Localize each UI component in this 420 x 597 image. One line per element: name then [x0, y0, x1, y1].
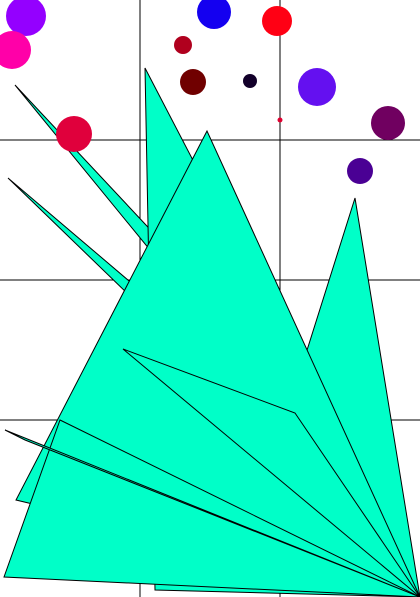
circle-violet-large — [6, 0, 46, 36]
circle-blue — [197, 0, 231, 29]
triangle-inner-fold — [122, 348, 420, 597]
triangle-sliver-lower — [4, 429, 420, 597]
circle-plum — [371, 106, 405, 140]
circle-dark-maroon — [180, 69, 206, 95]
circle-red-top — [262, 6, 292, 36]
circle-navy-dot — [243, 74, 257, 88]
circle-red-tiny — [277, 117, 283, 123]
circle-crimson-small — [174, 36, 192, 54]
triangles — [3, 67, 420, 597]
circle-crimson-left — [56, 116, 92, 152]
triangle-bottom-left — [3, 419, 420, 597]
circle-indigo — [347, 158, 373, 184]
circle-purple-right — [298, 68, 336, 106]
circle-magenta — [0, 31, 31, 69]
circles — [0, 0, 405, 184]
